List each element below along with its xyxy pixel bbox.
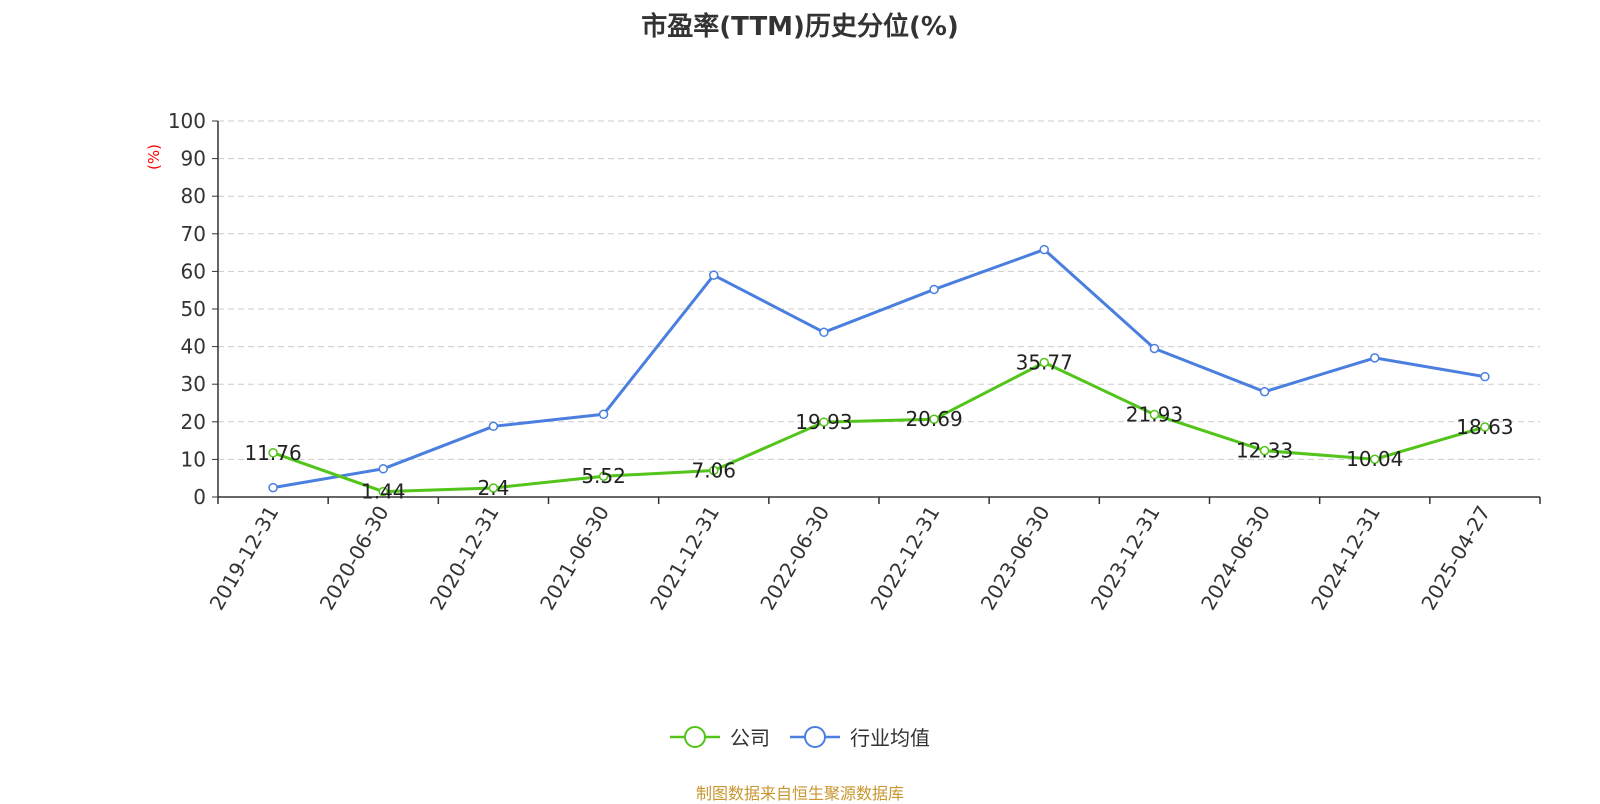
data-point[interactable] [1370,353,1380,363]
data-point[interactable] [819,417,829,427]
series-line [272,248,1486,490]
x-tick-label: 2019-12-31 [205,502,284,615]
series [268,244,1490,497]
data-point[interactable] [929,414,939,424]
legend-item[interactable]: 行业均值 [790,722,930,751]
data-label: 19.93 [795,410,852,434]
data-label: 21.93 [1126,403,1183,427]
data-point[interactable] [1259,386,1270,397]
data-label: 1.44 [361,480,406,504]
data-point[interactable] [268,482,278,493]
series-line [272,361,1486,494]
y-axis-unit-label: (%) [145,144,163,170]
y-tick-label: 20 [181,410,206,434]
x-tick-label: 2021-12-31 [645,502,724,615]
x-tick-label: 2022-12-31 [866,501,945,614]
data-point[interactable] [819,327,829,338]
y-tick-label: 40 [181,335,206,359]
data-label: 2.4 [478,476,510,500]
x-tick-label: 2020-06-30 [315,502,394,615]
data-point[interactable] [1480,371,1490,382]
data-point[interactable] [378,464,388,474]
legend-label: 行业均值 [850,726,930,750]
y-tick-label: 10 [181,447,206,471]
data-point[interactable] [378,486,388,497]
data-label: 5.52 [581,464,626,488]
grid-lines [218,120,1540,460]
data-point[interactable] [598,471,609,481]
x-tick-label: 2024-12-31 [1306,502,1385,615]
data-point[interactable] [1259,445,1270,456]
x-tick-label: 2024-06-30 [1196,502,1275,615]
data-point[interactable] [598,409,609,420]
axes: 0 10 20 30 40 50 60 70 80 90 100 2019-12-31 2020-06-… [168,109,1541,615]
data-label: 18.63 [1456,415,1513,439]
y-tick-label: 100 [168,109,206,133]
data-point[interactable] [488,483,499,493]
data-label: 12.33 [1236,439,1293,463]
data-point[interactable] [1480,422,1490,432]
y-tick-label: 60 [181,259,206,283]
data-label: 10.04 [1346,447,1403,471]
data-point[interactable] [1039,357,1049,368]
data-point[interactable] [1149,409,1160,420]
source-note: 制图数据来自恒生聚源数据库 [695,784,904,803]
y-tick-label: 50 [181,297,206,321]
x-tick-label: 2022-06-30 [755,502,834,615]
data-point[interactable] [268,448,278,458]
legend-line-marker-icon [670,725,720,748]
legend-label: 公司 [730,726,770,750]
data-point[interactable] [709,270,719,280]
legend: 公司 行业均值 [0,722,1600,751]
y-tick-label: 0 [193,485,206,509]
data-point[interactable] [1370,454,1380,464]
x-tick-label: 2020-12-31 [425,501,504,614]
x-tick-label: 2023-12-31 [1086,502,1165,615]
y-tick-label: 70 [181,222,206,246]
y-tick-label: 30 [181,372,206,396]
data-point[interactable] [929,284,939,295]
data-point[interactable] [709,465,719,476]
x-tick-label: 2023-06-30 [976,502,1055,615]
data-label: 11.76 [244,441,301,465]
data-label: 35.77 [1016,351,1073,375]
data-labels: 11.76 1.44 2.4 5.52 7.06 19.93 20.69 35.77 21.93… [244,351,1513,504]
y-tick-label: 90 [181,147,206,171]
data-point[interactable] [1149,343,1160,354]
chart-title: 市盈率(TTM)历史分位(%) [641,12,959,42]
data-label: 7.06 [691,458,736,482]
legend-item[interactable]: 公司 [670,722,770,751]
data-point[interactable] [1039,244,1049,255]
x-tick-label: 2021-06-30 [535,502,614,615]
y-tick-label: 80 [181,184,206,208]
data-label: 20.69 [905,407,962,431]
x-tick-label: 2025-04-27 [1416,502,1495,615]
legend-line-marker-icon [790,725,840,748]
data-point[interactable] [488,421,499,432]
